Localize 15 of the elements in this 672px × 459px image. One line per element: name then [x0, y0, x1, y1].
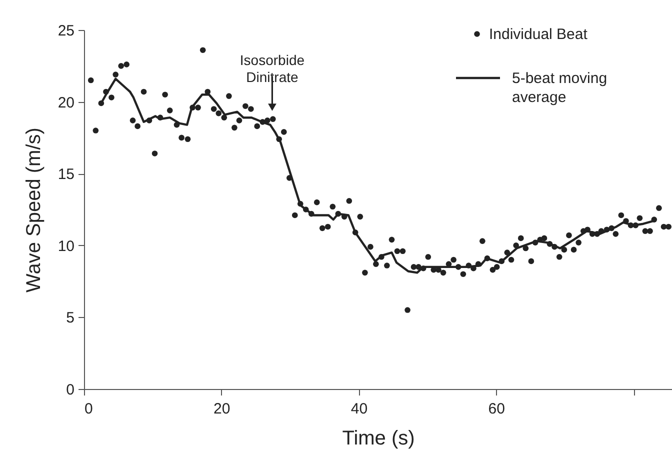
x-tick-label: 0 — [84, 400, 93, 418]
x-tick-label: 40 — [350, 400, 368, 418]
legend-label: Individual Beat — [489, 26, 588, 43]
y-tick-label: 25 — [58, 22, 74, 40]
y-tick-label: 10 — [58, 238, 74, 255]
y-tick-label: 0 — [66, 382, 74, 398]
x-tick-label: 20 — [214, 400, 230, 418]
annotation: Isosorbide Dinitrate — [240, 52, 305, 86]
y-axis-title: Wave Speed (m/s) — [22, 128, 45, 292]
y-tick-label: 15 — [58, 166, 74, 184]
x-axis-title: Time (s) — [342, 428, 415, 450]
x-tick-label: 60 — [488, 400, 505, 418]
y-tick-label: 5 — [66, 310, 74, 327]
y-tick-label: 20 — [58, 94, 74, 112]
legend-label: 5-beat moving average — [512, 70, 608, 106]
